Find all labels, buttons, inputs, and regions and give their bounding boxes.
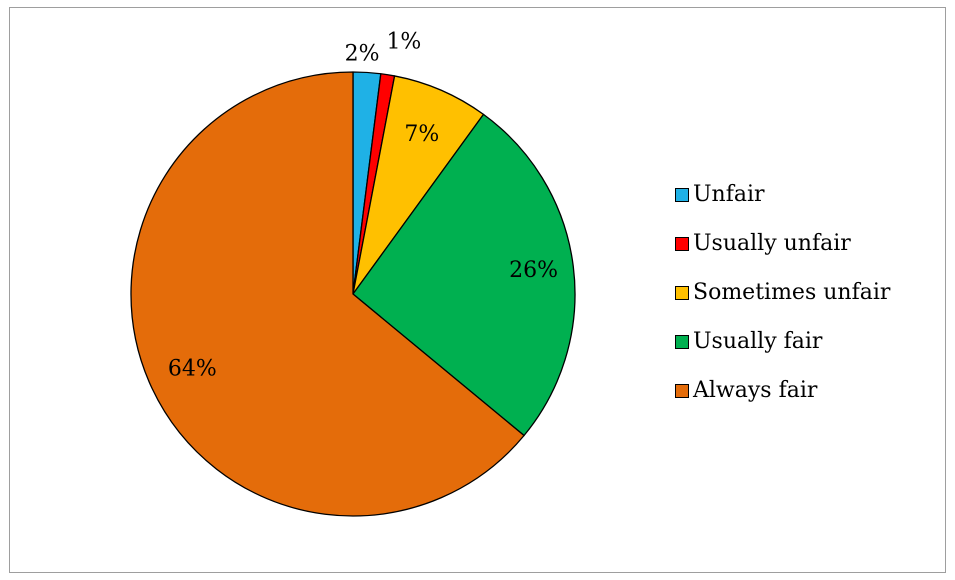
legend-label-usually-unfair: Usually unfair <box>693 231 851 256</box>
legend: Unfair Usually unfair Sometimes unfair U… <box>675 170 890 415</box>
data-label-usually-fair: 26% <box>509 258 558 283</box>
legend-item-unfair: Unfair <box>675 170 890 219</box>
legend-swatch-always-fair <box>675 384 689 398</box>
legend-swatch-unfair <box>675 188 689 202</box>
legend-swatch-usually-unfair <box>675 237 689 251</box>
data-label-usually-unfair: 1% <box>386 29 421 54</box>
legend-label-always-fair: Always fair <box>693 378 817 403</box>
legend-item-usually-fair: Usually fair <box>675 317 890 366</box>
data-label-always-fair: 64% <box>168 357 217 382</box>
legend-item-usually-unfair: Usually unfair <box>675 219 890 268</box>
legend-item-sometimes-unfair: Sometimes unfair <box>675 268 890 317</box>
legend-item-always-fair: Always fair <box>675 366 890 415</box>
legend-label-sometimes-unfair: Sometimes unfair <box>693 280 890 305</box>
legend-swatch-usually-fair <box>675 335 689 349</box>
legend-swatch-sometimes-unfair <box>675 286 689 300</box>
data-label-sometimes-unfair: 7% <box>404 122 439 147</box>
data-label-unfair: 2% <box>345 42 380 67</box>
legend-label-usually-fair: Usually fair <box>693 329 822 354</box>
legend-label-unfair: Unfair <box>693 182 765 207</box>
